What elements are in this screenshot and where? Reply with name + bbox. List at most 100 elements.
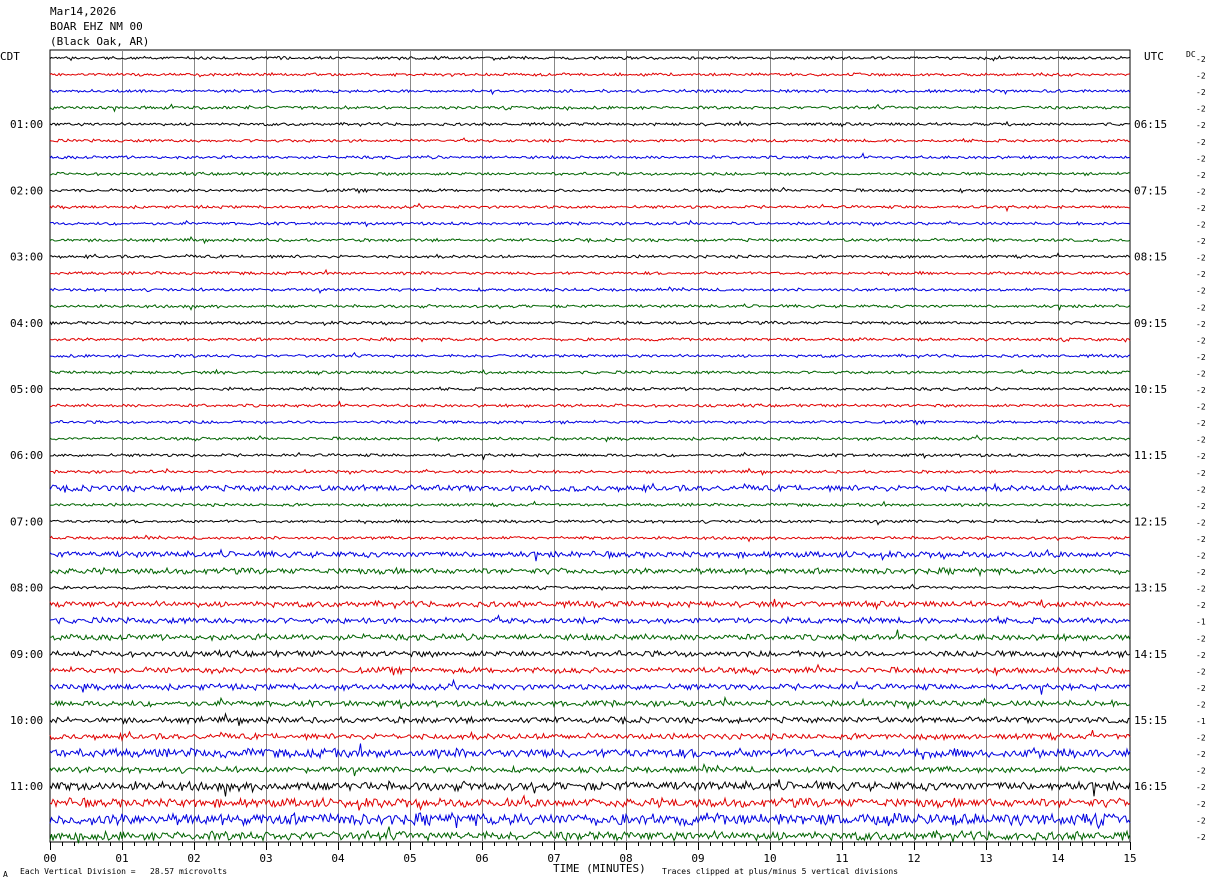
- seismic-trace: [49, 614, 1131, 625]
- trace-value: -2: [1196, 88, 1206, 97]
- trace-value: -2: [1196, 303, 1206, 312]
- right-trace-values: -2 -2 -2 -2 -2 -2 -2 -2 -2 -2 -2 -2 -2 -2 -2 -2 -2 -2 -2 -2…: [1196, 55, 1206, 842]
- trace-value: -2: [1196, 386, 1206, 395]
- seismic-trace: [50, 219, 1131, 228]
- footer-mark: A: [3, 870, 8, 879]
- x-axis-title: TIME (MINUTES): [553, 862, 646, 875]
- seismic-trace: [49, 400, 1131, 409]
- seismic-trace: [49, 779, 1131, 797]
- seismic-trace: [49, 55, 1131, 62]
- trace-value: -2: [1196, 535, 1206, 544]
- right-hour-label: 06:15: [1134, 118, 1167, 131]
- right-hour-labels: 06:15 07:15 08:15 09:15 10:15 11:15 12:15 13:15…: [1134, 118, 1167, 793]
- trace-value: -2: [1196, 634, 1206, 643]
- trace-value: -2: [1196, 336, 1206, 345]
- seismic-trace: [50, 583, 1130, 591]
- x-tick-label: 01: [115, 852, 128, 865]
- seismic-trace: [49, 598, 1131, 611]
- seismic-trace: [49, 743, 1131, 760]
- left-hour-label: 10:00: [10, 714, 43, 727]
- seismic-trace: [49, 202, 1131, 213]
- left-hour-label: 06:00: [10, 449, 43, 462]
- seismic-trace: [49, 368, 1131, 376]
- trace-value: -2: [1196, 121, 1206, 130]
- seismic-trace: [49, 518, 1131, 526]
- left-hour-label: 09:00: [10, 648, 43, 661]
- trace-value: -2: [1196, 72, 1206, 81]
- trace-value: -2: [1196, 353, 1206, 362]
- right-hour-label: 07:15: [1134, 184, 1167, 197]
- right-hour-label: 13:15: [1134, 582, 1167, 595]
- trace-value: -1: [1196, 618, 1206, 627]
- dc-label: DC: [1186, 50, 1196, 59]
- seismic-trace: [49, 482, 1131, 494]
- x-tick-label: 00: [43, 852, 56, 865]
- seismic-trace: [49, 120, 1131, 128]
- x-tick-label: 14: [1051, 852, 1065, 865]
- x-tick-label: 04: [331, 852, 345, 865]
- trace-value: -2: [1196, 750, 1206, 759]
- right-hour-label: 12:15: [1134, 515, 1167, 528]
- trace-value: -2: [1196, 105, 1206, 114]
- trace-value: -2: [1196, 221, 1206, 230]
- plot-frame: [49, 49, 1131, 843]
- trace-value: -2: [1196, 734, 1206, 743]
- right-timezone-label: UTC: [1144, 50, 1164, 63]
- left-hour-label: 05:00: [10, 383, 43, 396]
- seismic-trace: [49, 648, 1131, 659]
- x-tick-label: 05: [403, 852, 416, 865]
- trace-value: -2: [1196, 171, 1206, 180]
- trace-value: -2: [1196, 568, 1206, 577]
- trace-value: -2: [1196, 187, 1206, 196]
- trace-value: -2: [1196, 452, 1206, 461]
- left-hour-label: 02:00: [10, 184, 43, 197]
- x-tick-label: 12: [907, 852, 920, 865]
- trace-value: -2: [1196, 369, 1206, 378]
- seismic-trace: [49, 268, 1131, 277]
- seismic-trace: [49, 434, 1131, 443]
- x-tick-label: 11: [835, 852, 848, 865]
- x-tick-label: 15: [1123, 852, 1136, 865]
- right-hour-label: 16:15: [1134, 780, 1167, 793]
- trace-value: -2: [1196, 469, 1206, 478]
- seismic-trace: [49, 678, 1131, 695]
- right-hour-label: 10:15: [1134, 383, 1167, 396]
- seismic-trace: [49, 534, 1131, 543]
- seismic-trace: [49, 467, 1131, 477]
- seismic-trace: [49, 186, 1131, 195]
- trace-value: -2: [1196, 254, 1206, 263]
- trace-value: -2: [1196, 783, 1206, 792]
- trace-value: -2: [1196, 403, 1206, 412]
- footer-clip: Traces clipped at plus/minus 5 vertical …: [662, 867, 899, 876]
- right-hour-label: 11:15: [1134, 449, 1167, 462]
- left-hour-labels: 01:00 02:00 03:00 04:00 05:00 06:00 07:00 08:00…: [10, 118, 43, 793]
- trace-value: -2: [1196, 485, 1206, 494]
- x-tick-label: 06: [475, 852, 488, 865]
- seismic-trace: [49, 763, 1131, 777]
- seismic-trace: [49, 386, 1131, 392]
- header-station: BOAR EHZ NM 00: [50, 20, 143, 33]
- seismic-trace: [49, 88, 1131, 96]
- left-hour-label: 07:00: [10, 515, 43, 528]
- trace-value: -2: [1196, 585, 1206, 594]
- trace-value: -2: [1196, 270, 1206, 279]
- trace-value: -2: [1196, 601, 1206, 610]
- seismic-trace: [49, 71, 1131, 78]
- seismic-trace: [49, 103, 1131, 113]
- trace-value: -1: [1196, 717, 1206, 726]
- seismic-trace: [49, 695, 1131, 710]
- seismic-trace: [49, 419, 1131, 426]
- trace-group: [49, 55, 1131, 844]
- header-date: Mar14,2026: [50, 5, 117, 18]
- right-hour-label: 09:15: [1134, 317, 1167, 330]
- seismic-trace: [49, 171, 1130, 177]
- trace-value: -2: [1196, 684, 1206, 693]
- right-hour-label: 14:15: [1134, 648, 1167, 661]
- seismic-trace: [49, 566, 1131, 578]
- x-tick-label: 07: [547, 852, 560, 865]
- seismic-trace: [49, 235, 1131, 245]
- trace-value: -2: [1196, 502, 1206, 511]
- trace-value: -2: [1196, 320, 1206, 329]
- seismic-trace: [49, 336, 1131, 343]
- trace-value: -2: [1196, 651, 1206, 660]
